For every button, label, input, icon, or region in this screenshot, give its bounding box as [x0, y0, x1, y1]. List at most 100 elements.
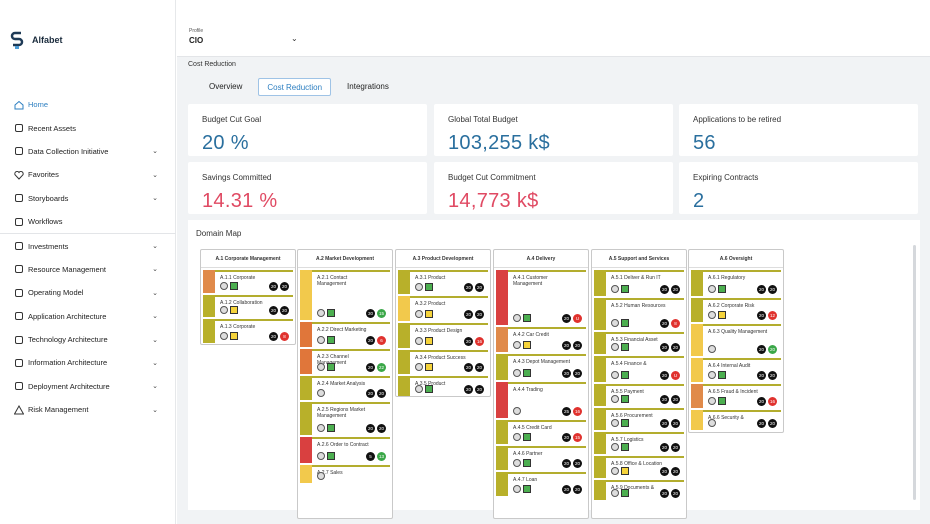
- capability-card[interactable]: A.4.2 Car Credit 20 20: [496, 327, 586, 352]
- capability-card[interactable]: A.6.1 Regulatory 20 20: [691, 270, 781, 296]
- count-badge: 20: [757, 285, 766, 294]
- status-arrow-icon: [621, 319, 629, 327]
- tab-integrations[interactable]: Integrations: [347, 82, 389, 91]
- capability-card[interactable]: A.5.1 Deliver & Run IT 20 20: [594, 270, 684, 296]
- sidebar-item-information-architecture[interactable]: Information Architecture ⌄: [0, 351, 176, 374]
- count-badge: 16: [573, 407, 582, 416]
- capability-card[interactable]: A.1.1 Corporate 20 20: [203, 270, 293, 293]
- capability-card[interactable]: A.1.3 Corporate 20 8: [203, 319, 293, 343]
- sidebar-item-technology-architecture[interactable]: Technology Architecture ⌄: [0, 328, 176, 351]
- chevron-down-icon[interactable]: ⌄: [152, 313, 158, 321]
- capability-status-bar: [203, 270, 293, 272]
- tab-overview[interactable]: Overview: [209, 82, 243, 91]
- capability-card[interactable]: A.5.4 Finance & 20 U: [594, 356, 684, 382]
- gauge-icon: [611, 443, 619, 451]
- capability-card[interactable]: A.5.3 Financial Asset 20 20: [594, 332, 684, 354]
- status-arrow-icon: [327, 309, 335, 317]
- capability-card[interactable]: A.6.5 Fraud & Incident 20 16: [691, 384, 781, 408]
- capability-card[interactable]: A.6.3 Quality Management 20 20: [691, 324, 781, 356]
- capability-card[interactable]: A.4.6 Partner 20 20: [496, 446, 586, 470]
- sidebar-item-risk-management[interactable]: Risk Management ⌄: [0, 398, 176, 421]
- sidebar-item-operating-model[interactable]: Operating Model ⌄: [0, 281, 176, 304]
- capability-card[interactable]: A.2.1 Contact Management 30 15: [300, 270, 390, 320]
- main-content: Profile CIO ⌄ Cost Reduction Overview Cos…: [177, 0, 930, 524]
- capability-card[interactable]: A.3.1 Product 20 20: [398, 270, 488, 294]
- capability-card[interactable]: A.5.2 Human Resources 20 8: [594, 298, 684, 330]
- capability-card[interactable]: A.1.2 Collaboration 20 20: [203, 295, 293, 317]
- sidebar-item-application-architecture[interactable]: Application Architecture ⌄: [0, 305, 176, 328]
- brand[interactable]: Alfabet: [10, 30, 63, 50]
- capability-card[interactable]: A.3.2 Product 20 20: [398, 296, 488, 321]
- capability-card[interactable]: A.5.5 Payment 20 20: [594, 384, 684, 406]
- capability-card[interactable]: A.2.2 Direct Marketing 20 6: [300, 322, 390, 347]
- sidebar-item-data-collection-initiative[interactable]: Data Collection Initiative ⌄: [0, 140, 176, 163]
- sidebar-item-resource-management[interactable]: Resource Management ⌄: [0, 258, 176, 281]
- gauge-icon: [317, 389, 325, 397]
- chevron-down-icon[interactable]: ⌄: [152, 171, 158, 179]
- top-bar: Profile CIO ⌄: [177, 0, 930, 57]
- capability-card[interactable]: A.4.5 Credit Card 20 15: [496, 420, 586, 444]
- capability-card[interactable]: A.6.4 Internal Audit 20 20: [691, 358, 781, 382]
- capability-card[interactable]: A.2.6 Order to Contract 5 13: [300, 437, 390, 463]
- chevron-down-icon[interactable]: ⌄: [152, 266, 158, 274]
- capability-card[interactable]: A.5.9 Documents & 20 20: [594, 480, 684, 500]
- chevron-down-icon[interactable]: ⌄: [152, 148, 158, 156]
- capability-status-bar: [300, 322, 390, 324]
- capability-card[interactable]: A.2.3 Channel Management2022: [300, 349, 390, 374]
- tab-cost-reduction[interactable]: Cost Reduction: [258, 78, 332, 96]
- capability-status-bar: [300, 270, 390, 272]
- capability-status-bar: [496, 354, 586, 356]
- capability-card[interactable]: A.4.3 Depot Management 20 20: [496, 354, 586, 380]
- sidebar-item-workflows[interactable]: Workflows: [0, 210, 176, 233]
- chevron-down-icon[interactable]: ⌄: [152, 289, 158, 297]
- chevron-down-icon[interactable]: ⌄: [152, 406, 158, 414]
- chevron-down-icon[interactable]: ⌄: [152, 336, 158, 344]
- capability-card[interactable]: A.4.7 Loan 20 20: [496, 472, 586, 496]
- capability-card[interactable]: A.3.3 Product Design 20 16: [398, 323, 488, 348]
- count-badge: 8: [671, 319, 680, 328]
- status-arrow-icon: [327, 363, 335, 371]
- sidebar-item-favorites[interactable]: Favorites ⌄: [0, 163, 176, 186]
- capability-name: A.6.6 Security &: [708, 415, 744, 421]
- capability-name: A.4.7 Loan: [513, 477, 538, 483]
- capability-color-bar: [398, 323, 410, 348]
- chevron-down-icon[interactable]: ⌄: [152, 195, 158, 203]
- kpi-title: Budget Cut Commitment: [448, 173, 536, 182]
- sidebar-item-recent-assets[interactable]: Recent Assets: [0, 116, 176, 139]
- capability-name: A.1.3 Corporate: [220, 324, 256, 330]
- capability-card[interactable]: A.3.5 Product 20 20: [398, 376, 488, 396]
- scrollbar[interactable]: [913, 245, 916, 500]
- capability-card[interactable]: A.3.4 Product Success 20 20: [398, 350, 488, 374]
- capability-card[interactable]: A.6.6 Security & 20 20: [691, 410, 781, 430]
- capability-card[interactable]: A.5.6 Procurement 20 20: [594, 408, 684, 430]
- capability-name: A.4.3 Depot Management: [513, 359, 570, 365]
- capability-card[interactable]: A.4.4 Trading 25 16: [496, 382, 586, 418]
- capability-name: A.3.1 Product: [415, 275, 446, 281]
- sidebar-item-deployment-architecture[interactable]: Deployment Architecture ⌄: [0, 375, 176, 398]
- capability-card[interactable]: A.2.5 Regions Market Management 20 20: [300, 402, 390, 435]
- count-badge: 20: [768, 371, 777, 380]
- chevron-down-icon[interactable]: ⌄: [291, 34, 298, 43]
- gauge-icon: [415, 363, 423, 371]
- capability-card[interactable]: A.6.2 Corporate Risk 20 12: [691, 298, 781, 322]
- chevron-down-icon[interactable]: ⌄: [152, 383, 158, 391]
- capability-card[interactable]: A.5.7 Logistics 20 20: [594, 432, 684, 454]
- capability-card[interactable]: A.2.4 Market Analysis 20 20: [300, 376, 390, 400]
- capability-card[interactable]: A.5.8 Office & Location 20 20: [594, 456, 684, 478]
- profile-selector[interactable]: CIO: [189, 36, 204, 45]
- capability-color-bar: [594, 356, 606, 382]
- capability-color-bar: [398, 270, 410, 294]
- capability-card[interactable]: A.4.1 Customer Management 20 U: [496, 270, 586, 325]
- capability-color-bar: [691, 298, 703, 322]
- sidebar-item-label: Deployment Architecture: [28, 381, 110, 391]
- sidebar-item-investments[interactable]: Investments ⌄: [0, 234, 176, 257]
- capability-card[interactable]: A.2.7 Sales: [300, 465, 390, 483]
- chevron-down-icon[interactable]: ⌄: [152, 359, 158, 367]
- sidebar-item-home[interactable]: Home: [0, 93, 176, 116]
- count-badge: 15: [573, 433, 582, 442]
- domain-column-header: A.5 Support and Services: [592, 250, 686, 268]
- sidebar-item-storyboards[interactable]: Storyboards ⌄: [0, 187, 176, 210]
- status-arrow-icon: [523, 433, 531, 441]
- count-badge: U: [573, 314, 582, 323]
- chevron-down-icon[interactable]: ⌄: [152, 243, 158, 251]
